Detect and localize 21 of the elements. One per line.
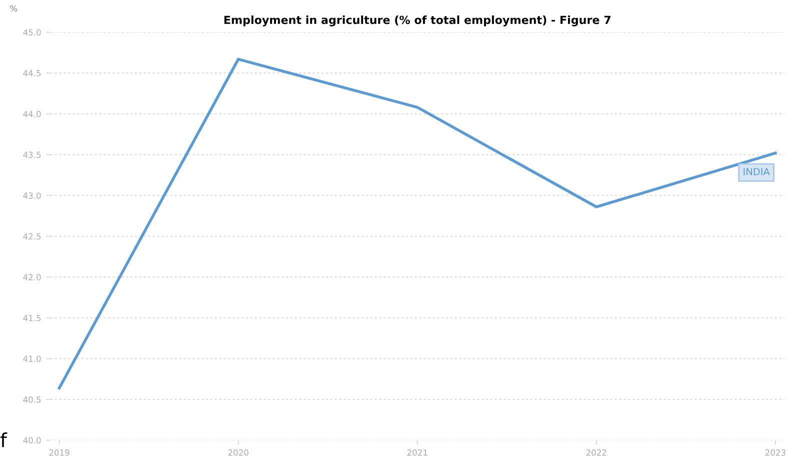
- y-tick-label: 41.5: [23, 314, 41, 322]
- x-tick-label: 2021: [407, 449, 428, 456]
- x-tick-label: 2023: [765, 449, 786, 456]
- y-tick-label: 44.5: [23, 70, 41, 76]
- y-tick-label: 42.5: [23, 233, 41, 240]
- text: f: [0, 432, 8, 448]
- series-label: INDIA: [744, 168, 770, 176]
- y-tick-label: 44.0: [23, 110, 41, 118]
- y-axis-title: %: [10, 5, 18, 12]
- x-tick-label: 2020: [228, 449, 248, 456]
- y-tick-label: 42.0: [23, 274, 41, 280]
- x-tick-label: 2019: [49, 449, 70, 456]
- y-tick-label: 41.0: [23, 356, 41, 362]
- y-tick-label: 40.5: [23, 396, 41, 403]
- y-tick-label: 40.0: [23, 437, 41, 444]
- y-tick-label: 43.5: [23, 152, 41, 158]
- y-tick-label: 43.0: [23, 192, 41, 199]
- chart-title: Employment in agriculture (% of total employment) - Figure 7: [224, 15, 610, 26]
- line-series: [58, 58, 777, 390]
- x-tick-label: 2022: [586, 449, 606, 456]
- y-tick-label: 45.0: [23, 29, 41, 36]
